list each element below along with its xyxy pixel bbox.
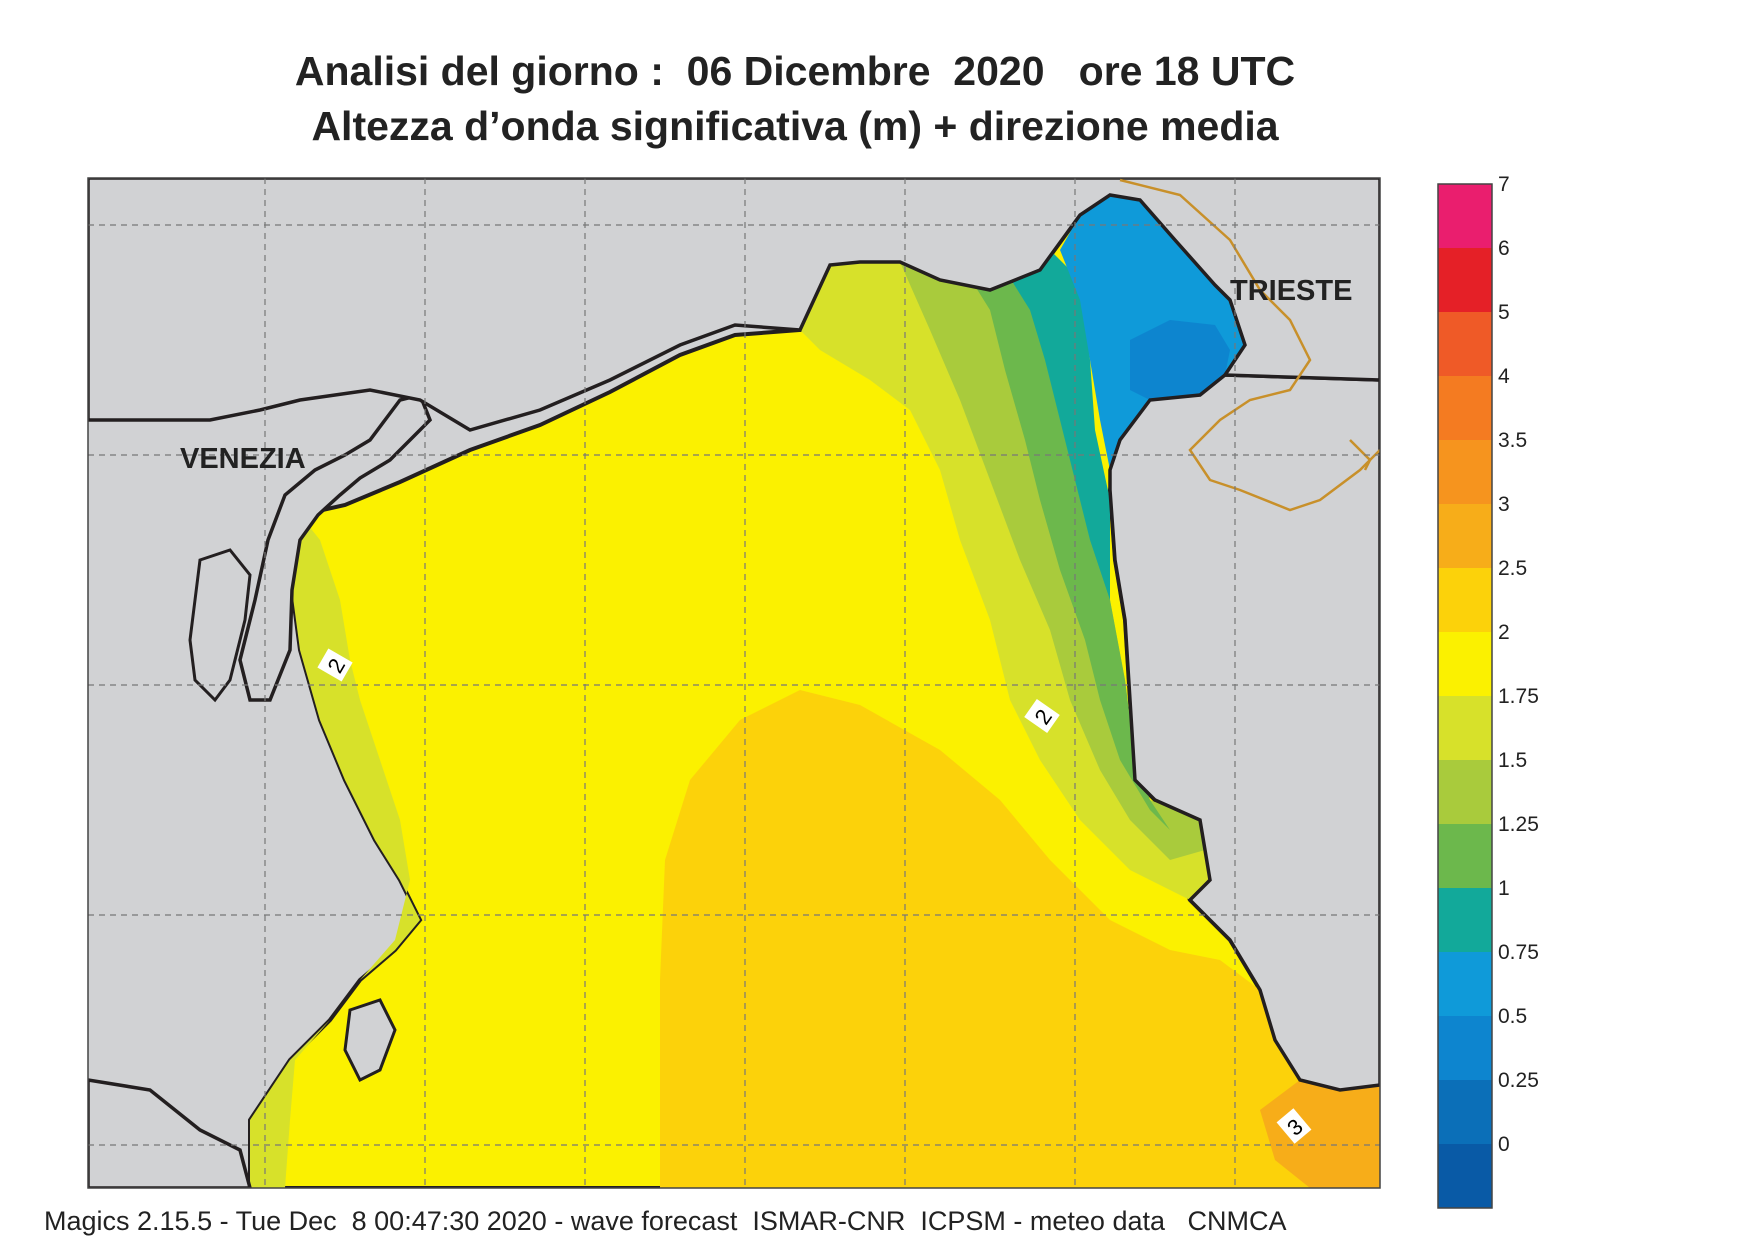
colorbar-label: 1.5	[1498, 749, 1527, 772]
colorbar-swatch	[1438, 952, 1492, 1016]
map-field: 2 2 3	[88, 178, 1380, 1188]
colorbar-swatch	[1438, 696, 1492, 760]
colorbar-label: 1.25	[1498, 813, 1539, 836]
city-label-venezia: VENEZIA	[180, 443, 306, 475]
colorbar-label: 5	[1498, 301, 1510, 324]
colorbar-frame	[1437, 183, 1493, 1209]
colorbar-label: 0.25	[1498, 1069, 1539, 1092]
contour-band-2.5	[660, 690, 1380, 1188]
contour-band-3	[1260, 1080, 1380, 1188]
city-label-trieste: TRIESTE	[1230, 275, 1352, 307]
colorbar-label: 2	[1498, 621, 1510, 644]
national-border	[1349, 439, 1372, 471]
contour-band-1.25	[960, 262, 1170, 830]
graticule	[88, 178, 1380, 1188]
map-frame	[87, 177, 1381, 1189]
colorbar-swatch	[1438, 1144, 1492, 1208]
contour-band-1	[1000, 250, 1110, 600]
colorbar-label: 0	[1498, 1133, 1510, 1156]
contour-band-0.5	[1130, 320, 1230, 405]
colorbar-swatch	[1438, 1016, 1492, 1080]
colorbar-label: 0.5	[1498, 1005, 1527, 1028]
colorbar-label: 3.5	[1498, 429, 1527, 452]
colorbar-label: 0.75	[1498, 941, 1539, 964]
colorbar-swatch	[1438, 824, 1492, 888]
colorbar-swatch	[1438, 440, 1492, 504]
colorbar-label: 7	[1498, 173, 1510, 196]
colorbar: 7 6 5 4 3.5 3 2.5 2 1.75 1.5 1.25 1 0.75 0.5 0.25 0	[1437, 173, 1539, 1209]
map-title: Analisi del giorno : 06 Dicembre 2020 or…	[294, 48, 1296, 94]
colorbar-label: 1.75	[1498, 685, 1539, 708]
po-delta-land	[88, 1078, 252, 1188]
istria-land	[1108, 373, 1380, 1092]
lagoon-island	[188, 548, 252, 703]
colorbar-label: 4	[1498, 365, 1510, 388]
colorbar-swatch	[1438, 376, 1492, 440]
colorbar-swatch	[1438, 568, 1492, 632]
colorbar-swatch	[1438, 504, 1492, 568]
contour-band-1.75	[250, 515, 420, 1188]
colorbar-swatch	[1438, 1080, 1492, 1144]
colorbar-swatch	[1438, 184, 1492, 248]
colorbar-label: 1	[1498, 877, 1510, 900]
colorbar-label: 3	[1498, 493, 1510, 516]
colorbar-swatch	[1438, 312, 1492, 376]
friuli-land	[88, 178, 1380, 432]
colorbar-swatch	[1438, 888, 1492, 952]
colorbar-swatch	[1438, 248, 1492, 312]
colorbar-label: 6	[1498, 237, 1510, 260]
lagoon-island	[343, 998, 397, 1083]
colorbar-swatch	[1438, 760, 1492, 824]
colorbar-swatch	[1438, 632, 1492, 696]
colorbar-label: 2.5	[1498, 557, 1527, 580]
map-subtitle: Altezza d’onda significativa (m) + direz…	[311, 103, 1279, 149]
venice-lagoon	[238, 392, 433, 702]
contour-label: 2	[317, 648, 353, 682]
footer-credits: Magics 2.15.5 - Tue Dec 8 00:47:30 2020 …	[44, 1206, 1287, 1236]
